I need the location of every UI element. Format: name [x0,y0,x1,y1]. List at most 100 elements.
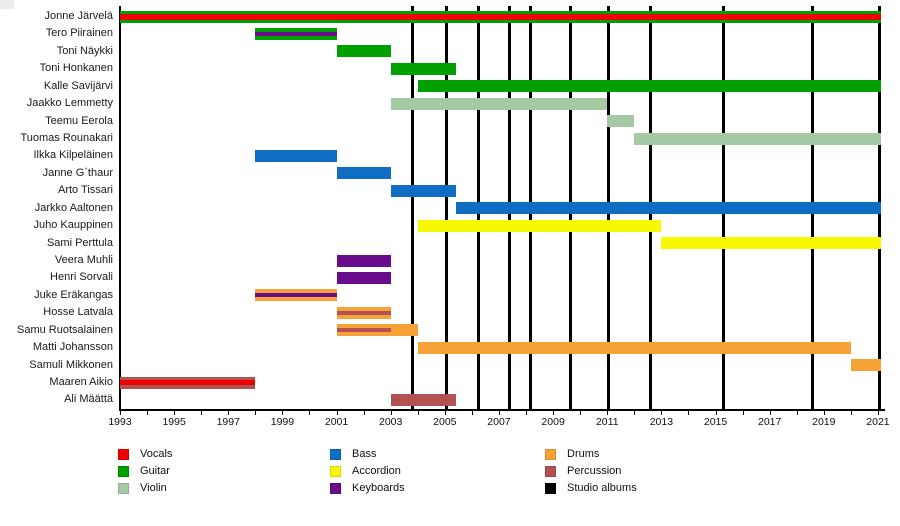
member-label: Samu Ruotsalainen [16,323,113,336]
member-label: Ilkka Kilpeläinen [33,149,114,162]
member-bar-violin [634,132,881,145]
member-label: Matti Johansson [32,341,113,354]
member-bar-guitar [390,62,456,75]
legend-label-drums: Drums [567,448,600,460]
member-label: Jonne Järvelä [44,10,114,22]
x-axis-tick [471,411,473,415]
legend-label-albums: Studio albums [567,482,637,494]
x-axis-tick [228,411,230,415]
x-axis-tick-label: 2019 [812,416,836,428]
legend-swatch-drums [545,449,556,460]
x-axis-line [118,409,886,411]
x-axis-tick [282,411,284,415]
member-label: Juke Eräkangas [34,288,113,301]
legend-swatch-vocals [118,449,129,460]
legend-swatch-violin [118,483,129,494]
legend-swatch-bass [330,449,341,460]
x-axis-tick [634,411,636,415]
member-bar-percussion [120,376,256,389]
member-bar-percussion [390,393,456,406]
x-axis-tick [607,411,609,415]
x-axis-tick-label: 1993 [108,416,132,428]
x-axis-tick [823,411,825,415]
x-axis-tick [580,411,582,415]
member-bar-keyboards [336,254,391,267]
x-axis-tick-label: 1995 [162,416,186,428]
member-bar-accordion [661,237,881,250]
member-bar-bass [255,149,337,162]
x-axis-tick [715,411,717,415]
member-label: Jarkko Aaltonen [34,201,113,214]
x-axis-tick [147,411,149,415]
member-label: Toni Honkanen [39,62,113,75]
x-axis-tick [120,411,121,415]
member-bar-stripe-percussion [336,328,391,333]
member-label: Kalle Savijärvi [43,79,113,92]
legend-label-bass: Bass [352,448,377,460]
member-label: Henri Sorvali [50,271,113,284]
member-bar-keyboards [336,271,391,284]
legend-label-percussion: Percussion [567,465,622,477]
x-axis-tick-label: 2001 [324,416,349,428]
x-axis-tick [688,411,690,415]
x-axis-tick [255,411,257,415]
member-bar-stripe-keyboards [255,31,337,36]
member-bar-guitar [255,27,337,40]
x-axis-tick [444,411,446,415]
member-bar-guitar [336,45,391,58]
x-axis-tick [498,411,500,415]
legend-swatch-albums [545,483,556,494]
legend-label-violin: Violin [140,482,167,494]
x-axis-tick [877,411,879,415]
member-bar-accordion [417,219,662,232]
x-axis-tick-label: 2009 [541,416,565,428]
member-label: Jaakko Lemmetty [26,97,113,110]
member-bar-stripe-vocals [120,380,256,386]
member-bar-drums [850,359,881,372]
legend-swatch-accordion [330,466,341,477]
member-label: Sami Perttula [46,236,113,249]
member-label: Veera Muhli [54,254,113,267]
member-bar-stripe-keyboards [255,293,337,298]
x-axis-tick-label: 2017 [757,416,782,428]
x-axis-tick [526,411,528,415]
member-label: Tero Piirainen [45,27,113,40]
legend-swatch-keyboards [330,483,341,494]
x-axis-tick-label: 1997 [216,416,240,428]
studio-album-line [410,6,414,409]
x-axis-tick-label: 2011 [595,416,619,428]
member-bar-bass [455,202,881,215]
x-axis-tick [309,411,311,415]
x-axis-tick [769,411,771,415]
x-axis-tick [796,411,798,415]
member-bar-bass [390,184,456,197]
x-axis-tick [201,411,203,415]
x-axis-tick-label: 2007 [487,416,511,428]
x-axis-tick [661,411,663,415]
x-axis-tick-label: 2005 [433,416,457,428]
x-axis-tick [417,411,419,415]
member-bar-violin [607,115,635,128]
member-bar-drums [336,324,418,337]
x-axis-tick [336,411,338,415]
studio-album-line [444,6,448,409]
legend-swatch-percussion [545,466,556,477]
legend-swatch-guitar [118,466,129,477]
legend-label-guitar: Guitar [140,465,170,477]
member-label: Tuomas Rounakari [20,132,113,144]
member-label: Toni Näykki [56,44,113,57]
x-axis-tick [553,411,555,415]
member-bar-drums [417,341,851,354]
member-label: Teemu Eerola [45,114,113,127]
member-bar-guitar [417,80,881,93]
member-bar-stripe-vocals [120,13,881,20]
x-axis-tick [742,411,744,415]
x-axis-tick [363,411,365,415]
member-bar-drums [255,289,337,302]
member-bar-guitar [120,10,881,23]
legend-label-vocals: Vocals [140,448,173,460]
x-axis-tick-label: 2015 [703,416,728,428]
x-axis-tick-label: 1999 [270,416,295,428]
x-axis-tick [850,411,852,415]
